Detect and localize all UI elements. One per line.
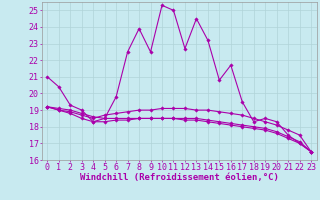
X-axis label: Windchill (Refroidissement éolien,°C): Windchill (Refroidissement éolien,°C) (80, 173, 279, 182)
